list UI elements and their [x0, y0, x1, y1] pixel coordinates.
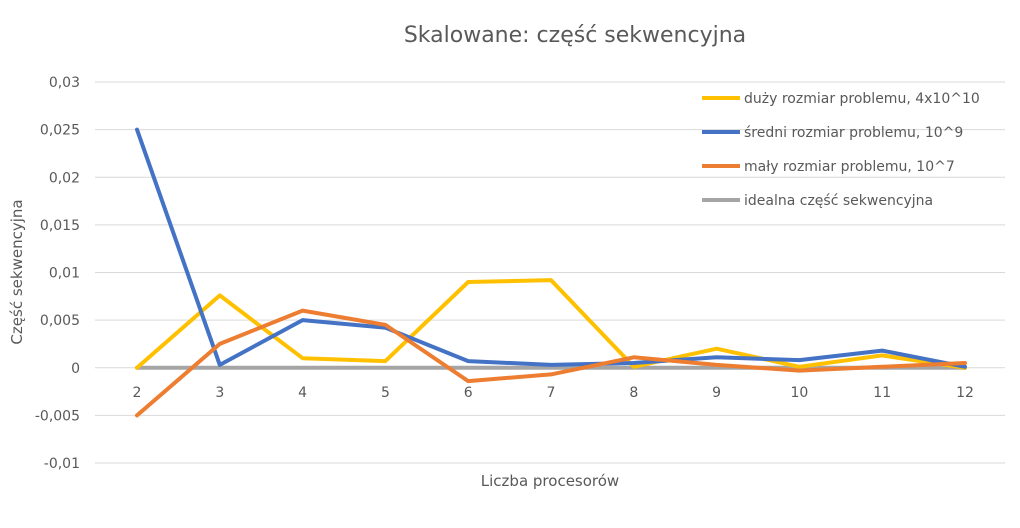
x-tick-label: 6: [464, 385, 473, 401]
y-tick-label: -0,01: [44, 456, 80, 472]
x-tick-label: 2: [133, 385, 142, 401]
y-axis-ticks: 0,03 0,025 0,02 0,015 0,01 0,005 0 -0,005 -0,01: [35, 75, 80, 472]
x-tick-label: 11: [873, 385, 891, 401]
legend: duży rozmiar problemu, 4x10^10 średni roz…: [702, 91, 980, 209]
y-tick-label: 0,02: [49, 170, 80, 186]
x-axis-ticks: 2 3 4 5 6 7 8 9 10 11 12: [133, 385, 974, 401]
chart-title: Skalowane: część sekwencyjna: [404, 23, 746, 48]
x-tick-label: 5: [381, 385, 390, 401]
y-tick-label: 0,025: [40, 123, 80, 139]
y-tick-label: 0: [71, 361, 80, 377]
legend-label: idealna część sekwencyjna: [744, 193, 933, 209]
x-tick-label: 12: [956, 385, 974, 401]
legend-label: średni rozmiar problemu, 10^9: [744, 125, 963, 141]
x-tick-label: 7: [547, 385, 556, 401]
x-tick-label: 3: [215, 385, 224, 401]
x-tick-label: 10: [790, 385, 808, 401]
y-tick-label: -0,005: [35, 408, 80, 424]
y-tick-label: 0,015: [40, 218, 80, 234]
y-axis-label: Część sekwencyjna: [8, 199, 26, 344]
y-tick-label: 0,03: [49, 75, 80, 91]
y-tick-label: 0,01: [49, 266, 80, 282]
x-tick-label: 9: [712, 385, 721, 401]
legend-label: mały rozmiar problemu, 10^7: [744, 159, 955, 175]
x-tick-label: 4: [298, 385, 307, 401]
legend-label: duży rozmiar problemu, 4x10^10: [744, 91, 980, 107]
x-axis-label: Liczba procesorów: [481, 472, 619, 490]
x-tick-label: 8: [629, 385, 638, 401]
y-tick-label: 0,005: [40, 313, 80, 329]
